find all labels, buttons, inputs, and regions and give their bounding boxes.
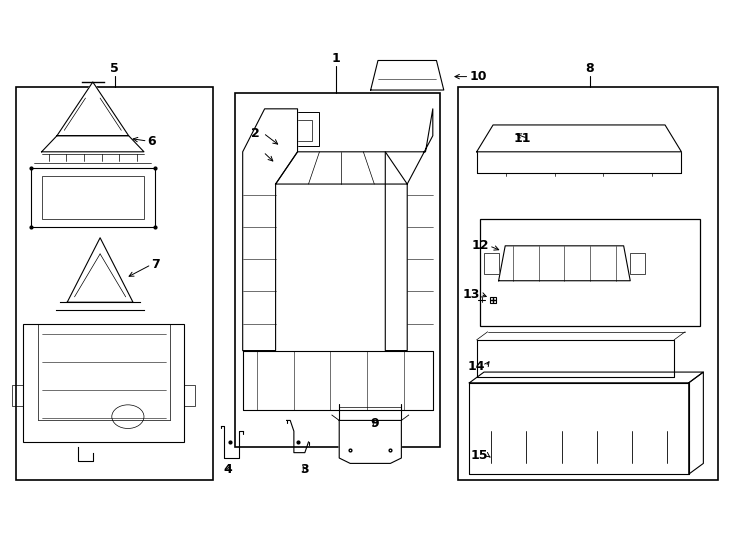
- Polygon shape: [57, 82, 128, 136]
- Bar: [12, 385, 23, 407]
- Text: 11: 11: [513, 132, 531, 145]
- Bar: [236, 93, 440, 447]
- Bar: [484, 253, 498, 274]
- Text: 14: 14: [468, 360, 485, 373]
- Polygon shape: [68, 238, 133, 302]
- Text: 10: 10: [469, 70, 487, 83]
- Polygon shape: [385, 109, 433, 350]
- Bar: [31, 168, 155, 227]
- Polygon shape: [476, 125, 681, 152]
- Text: 12: 12: [472, 239, 489, 252]
- Polygon shape: [42, 136, 144, 152]
- Polygon shape: [243, 109, 297, 350]
- Bar: [459, 87, 718, 480]
- Text: 4: 4: [224, 463, 233, 476]
- Bar: [484, 345, 666, 372]
- Bar: [184, 385, 195, 407]
- Bar: [42, 176, 144, 219]
- Text: 15: 15: [470, 449, 487, 462]
- Polygon shape: [243, 350, 433, 415]
- Bar: [480, 219, 700, 326]
- Polygon shape: [476, 340, 674, 377]
- Polygon shape: [275, 152, 407, 184]
- Polygon shape: [371, 60, 444, 90]
- Bar: [266, 144, 280, 152]
- Bar: [631, 253, 645, 274]
- Text: 2: 2: [252, 126, 261, 139]
- Bar: [266, 154, 280, 163]
- Bar: [491, 377, 517, 383]
- Bar: [283, 119, 312, 141]
- Text: 9: 9: [370, 416, 379, 430]
- Bar: [16, 87, 214, 480]
- Text: 6: 6: [148, 134, 156, 147]
- Bar: [491, 408, 568, 458]
- Text: 1: 1: [331, 52, 340, 65]
- Text: 13: 13: [463, 288, 480, 301]
- Bar: [275, 112, 319, 146]
- Polygon shape: [339, 421, 401, 463]
- Polygon shape: [688, 372, 703, 474]
- Polygon shape: [498, 246, 631, 281]
- Bar: [595, 377, 621, 383]
- Polygon shape: [469, 383, 688, 474]
- Bar: [23, 323, 184, 442]
- Text: 7: 7: [151, 258, 160, 271]
- Text: 5: 5: [110, 62, 119, 75]
- Text: 8: 8: [586, 62, 595, 75]
- Text: 3: 3: [300, 463, 309, 476]
- Polygon shape: [469, 372, 703, 383]
